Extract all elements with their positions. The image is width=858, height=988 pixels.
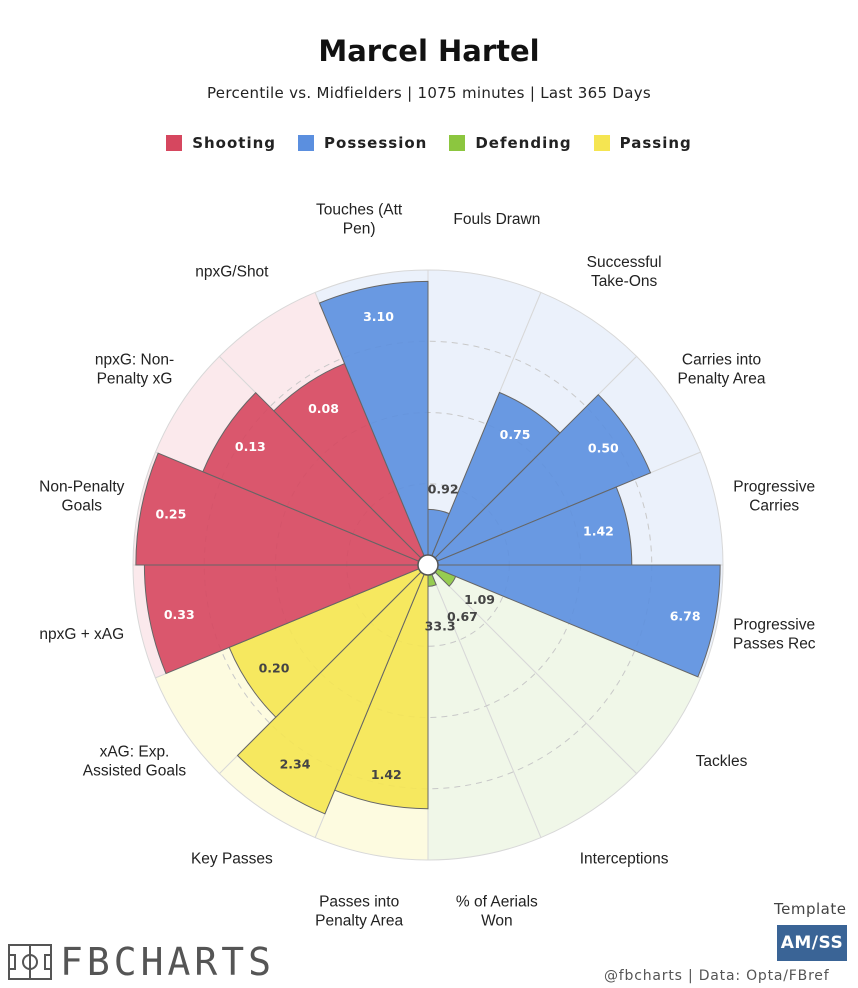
- category-label: Non-Penalty: [39, 479, 125, 496]
- category-label: npxG/Shot: [195, 263, 269, 280]
- template-badge: AM/SS: [777, 925, 847, 961]
- category-label: Interceptions: [580, 851, 669, 868]
- category-label: Goals: [62, 498, 103, 515]
- legend-swatch-passing: [593, 135, 610, 151]
- legend-label-passing: Passing: [619, 134, 692, 152]
- value-label: 0.08: [308, 401, 339, 416]
- value-label: 0.25: [155, 506, 186, 521]
- pitch-icon: [8, 944, 52, 980]
- category-label: npxG: Non-: [95, 351, 174, 368]
- value-label: 1.42: [583, 524, 614, 539]
- category-label: Progressive: [733, 479, 815, 496]
- value-label: 0.20: [259, 660, 290, 675]
- value-label: 1.42: [371, 767, 402, 782]
- legend-swatch-shooting: [166, 135, 183, 151]
- category-label: Passes Rec: [733, 635, 816, 652]
- legend-swatch-possession: [298, 135, 315, 151]
- legend-item-possession: Possession: [298, 134, 427, 152]
- legend-item-shooting: Shooting: [166, 134, 276, 152]
- data-credit: @fbcharts | Data: Opta/FBref: [604, 968, 830, 984]
- category-label: Penalty Area: [315, 913, 403, 930]
- category-label: Passes into: [319, 894, 399, 911]
- category-label: Tackles: [696, 753, 748, 770]
- category-label: % of Aerials: [456, 894, 538, 911]
- template-label: Template: [774, 900, 847, 918]
- legend-item-passing: Passing: [593, 134, 692, 152]
- chart-subtitle: Percentile vs. Midfielders | 1075 minute…: [207, 84, 651, 102]
- legend-item-defending: Defending: [449, 134, 571, 152]
- value-label: 3.10: [363, 309, 394, 324]
- legend: Shooting Possession Defending Passing: [0, 134, 858, 152]
- category-label: Won: [481, 913, 513, 930]
- center-hole: [417, 554, 439, 576]
- legend-label-possession: Possession: [324, 134, 428, 152]
- category-label: Progressive: [733, 616, 815, 633]
- category-label: Successful: [587, 254, 662, 271]
- value-label: 0.13: [235, 439, 266, 454]
- category-label: Carries into: [682, 351, 761, 368]
- category-label: Penalty Area: [678, 370, 766, 387]
- category-label: npxG + xAG: [39, 626, 124, 643]
- legend-label-defending: Defending: [475, 134, 572, 152]
- category-label: Touches (Att: [316, 201, 403, 218]
- category-label: Carries: [749, 498, 799, 515]
- category-label: Pen): [343, 220, 376, 237]
- value-label: 0.33: [164, 607, 195, 622]
- value-label: 33.3: [425, 618, 456, 633]
- category-label: Fouls Drawn: [453, 211, 540, 228]
- legend-label-shooting: Shooting: [192, 134, 277, 152]
- category-label: Take-Ons: [591, 273, 658, 290]
- category-label: xAG: Exp.: [100, 744, 170, 761]
- category-label: Key Passes: [191, 851, 273, 868]
- legend-swatch-defending: [449, 135, 466, 151]
- value-label: 2.34: [280, 757, 311, 772]
- chart-title: Marcel Hartel: [318, 34, 540, 68]
- value-label: 0.67: [447, 609, 478, 624]
- value-label: 0.75: [500, 427, 531, 442]
- value-label: 0.92: [428, 481, 459, 496]
- value-label: 6.78: [670, 609, 701, 624]
- brand-text: FBCHARTS: [60, 940, 276, 984]
- value-label: 0.50: [588, 440, 619, 455]
- category-label: Assisted Goals: [83, 763, 187, 780]
- value-label: 1.09: [464, 592, 495, 607]
- fbcharts-logo: FBCHARTS: [8, 942, 275, 982]
- category-label: Penalty xG: [97, 370, 173, 387]
